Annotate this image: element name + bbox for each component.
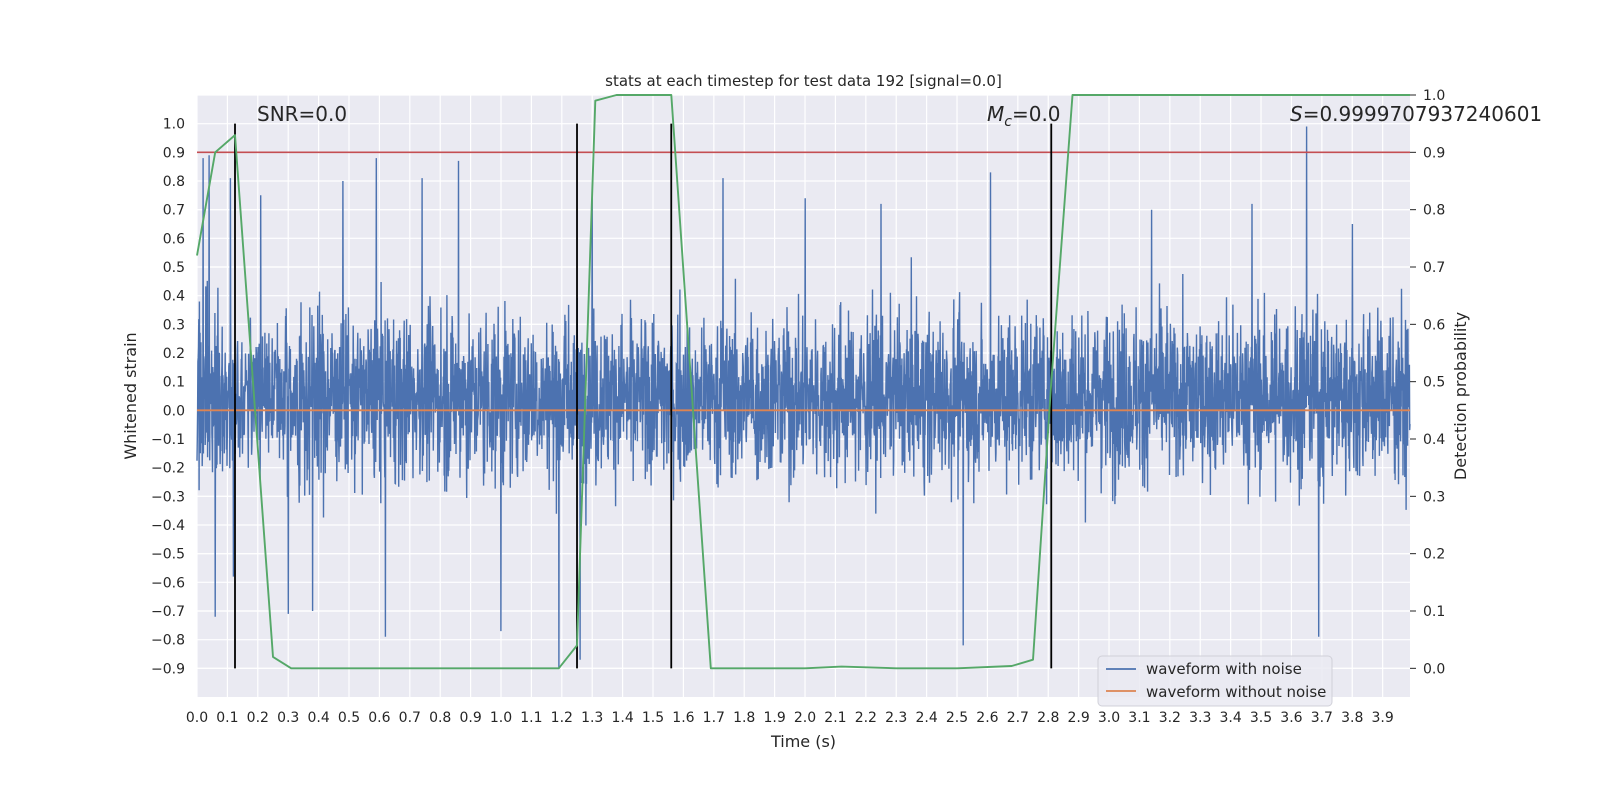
- right-y-tick-label: 0.8: [1423, 203, 1445, 219]
- x-tick-label: 3.3: [1189, 710, 1211, 726]
- legend-box: [1097, 655, 1333, 707]
- x-tick-label: 0.4: [307, 710, 329, 726]
- right-y-tick-label: 0.7: [1423, 260, 1445, 276]
- x-tick-label: 2.1: [824, 710, 846, 726]
- x-tick-label: 2.0: [794, 710, 816, 726]
- noise-waveform-line: [196, 126, 1411, 669]
- right-y-tick-label: 0.5: [1423, 375, 1445, 391]
- y-axis-label: Whitened strain: [121, 332, 140, 459]
- y-tick-label: 0.0: [163, 403, 185, 419]
- y-tick-label: −0.1: [151, 432, 185, 448]
- x-tick-label: 2.5: [946, 710, 968, 726]
- x-tick-label: 1.0: [490, 710, 512, 726]
- legend: waveform with noise waveform without noi…: [1097, 655, 1333, 707]
- x-tick-label: 3.4: [1220, 710, 1242, 726]
- y-tick-label: 0.3: [163, 317, 185, 333]
- s-annotation: S=0.9999707937240601: [1290, 102, 1542, 126]
- x-tick-label: 2.9: [1067, 710, 1089, 726]
- y-tick-label: 1.0: [163, 117, 185, 133]
- y-tick-label: −0.3: [151, 489, 185, 505]
- y-tick-label: 0.2: [163, 346, 185, 362]
- x-tick-label: 0.0: [186, 710, 208, 726]
- x-tick-label: 1.1: [520, 710, 542, 726]
- tick-labels-group: 0.0 0.1 0.2 0.3 0.4 0.5 0.6 0.7 0.8 0.9 1.0 1.1 1.2 1…: [151, 88, 1445, 726]
- x-tick-label: 3.7: [1311, 710, 1333, 726]
- x-tick-label: 2.3: [885, 710, 907, 726]
- y-tick-label: 0.5: [163, 260, 185, 276]
- y-tick-label: 0.1: [163, 375, 185, 391]
- snr-annotation: SNR=0.0: [257, 102, 347, 126]
- right-y-tick-label: 0.2: [1423, 547, 1445, 563]
- y-tick-label: −0.6: [151, 575, 185, 591]
- y-tick-label: −0.4: [151, 518, 185, 534]
- x-tick-label: 0.9: [459, 710, 481, 726]
- x-tick-label: 1.5: [642, 710, 664, 726]
- probability-line: [196, 94, 1410, 670]
- y-tick-label: −0.5: [151, 547, 185, 563]
- legend-label-clean: waveform without noise: [1146, 683, 1326, 701]
- y-tick-label: 0.8: [163, 174, 185, 190]
- right-y-tick-label: 0.3: [1423, 489, 1445, 505]
- x-tick-label: 2.2: [855, 710, 877, 726]
- noise-waveform-group: [196, 126, 1411, 669]
- mc-subscript: c: [1004, 114, 1012, 130]
- y-tick-label: 0.7: [163, 203, 185, 219]
- x-tick-label: 3.8: [1341, 710, 1363, 726]
- chart-title: stats at each timestep for test data 192…: [605, 72, 1002, 90]
- mc-annotation: Mc=0.0: [987, 102, 1061, 130]
- s-value: =0.9999707937240601: [1303, 102, 1542, 126]
- x-tick-label: 2.6: [976, 710, 998, 726]
- y-tick-label: 0.6: [163, 231, 185, 247]
- legend-label-noise: waveform with noise: [1146, 660, 1302, 678]
- x-tick-label: 1.4: [611, 710, 633, 726]
- x-tick-label: 3.9: [1372, 710, 1394, 726]
- mc-symbol: M: [987, 102, 1004, 126]
- probability-group: [196, 94, 1410, 670]
- x-axis-label: Time (s): [770, 732, 836, 751]
- y-tick-label: 0.4: [163, 289, 185, 305]
- right-y-tick-label: 0.4: [1423, 432, 1445, 448]
- right-y-tick-label: 0.1: [1423, 604, 1445, 620]
- x-tick-label: 0.8: [429, 710, 451, 726]
- x-tick-label: 3.0: [1098, 710, 1120, 726]
- x-tick-label: 1.3: [581, 710, 603, 726]
- x-tick-label: 2.7: [1007, 710, 1029, 726]
- x-tick-label: 1.2: [551, 710, 573, 726]
- y-tick-label: −0.8: [151, 633, 185, 649]
- x-tick-label: 2.8: [1037, 710, 1059, 726]
- right-y-tick-label: 0.6: [1423, 317, 1445, 333]
- s-symbol: S: [1290, 102, 1303, 126]
- y-tick-label: −0.7: [151, 604, 185, 620]
- right-y-tick-label: 0.9: [1423, 145, 1445, 161]
- mc-value: =0.0: [1012, 102, 1061, 126]
- x-tick-label: 1.7: [703, 710, 725, 726]
- x-tick-label: 1.6: [672, 710, 694, 726]
- x-tick-label: 0.1: [216, 710, 238, 726]
- x-tick-label: 0.3: [277, 710, 299, 726]
- x-tick-label: 1.9: [763, 710, 785, 726]
- x-tick-label: 3.2: [1159, 710, 1181, 726]
- x-tick-label: 3.1: [1128, 710, 1150, 726]
- right-y-axis-label: Detection probability: [1451, 312, 1470, 480]
- y-tick-label: −0.9: [151, 661, 185, 677]
- x-tick-label: 1.8: [733, 710, 755, 726]
- right-y-tick-label: 0.0: [1423, 661, 1445, 677]
- right-y-tick-label: 1.0: [1423, 88, 1445, 104]
- x-tick-label: 0.2: [247, 710, 269, 726]
- x-tick-label: 3.6: [1280, 710, 1302, 726]
- x-tick-label: 3.5: [1250, 710, 1272, 726]
- x-tick-label: 0.7: [399, 710, 421, 726]
- y-tick-label: −0.2: [151, 461, 185, 477]
- x-tick-label: 2.4: [915, 710, 937, 726]
- y-tick-label: 0.9: [163, 145, 185, 161]
- x-tick-label: 0.6: [368, 710, 390, 726]
- x-tick-label: 0.5: [338, 710, 360, 726]
